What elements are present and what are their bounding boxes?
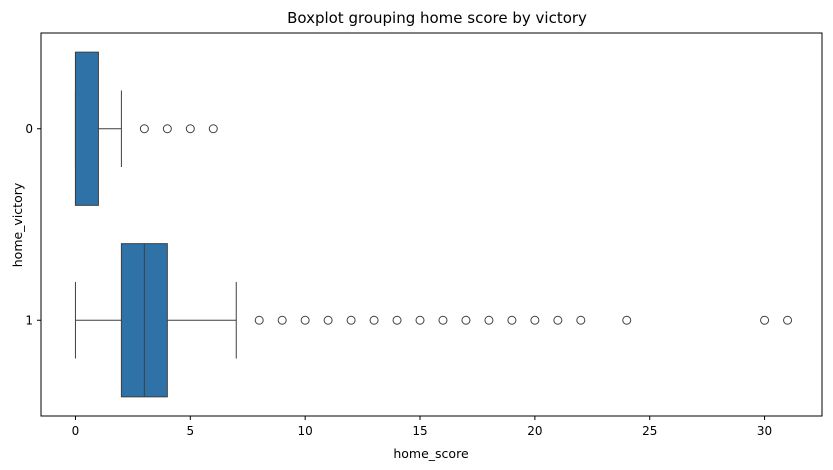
y-axis-ticks: 01: [25, 122, 41, 327]
outlier-point: [369, 315, 379, 325]
box-group-0: [74, 51, 218, 206]
outlier-point: [300, 315, 310, 325]
box-group-1: [74, 243, 793, 398]
x-tick-label: 25: [642, 424, 657, 438]
outlier-point: [323, 315, 333, 325]
outlier-point: [507, 315, 517, 325]
outlier-point: [622, 315, 632, 325]
outlier-point: [553, 315, 563, 325]
y-tick-label: 0: [25, 122, 33, 136]
outlier-point: [254, 315, 264, 325]
outlier-point: [392, 315, 402, 325]
y-tick-label: 1: [25, 313, 33, 327]
chart-title: Boxplot grouping home score by victory: [287, 9, 587, 27]
x-tick-label: 20: [527, 424, 542, 438]
x-tick-label: 15: [412, 424, 427, 438]
y-axis-label: home_victory: [10, 182, 25, 267]
x-tick-label: 30: [757, 424, 772, 438]
plot-marks: [74, 51, 793, 398]
outlier-point: [484, 315, 494, 325]
outlier-point: [461, 315, 471, 325]
iqr-box: [74, 51, 99, 206]
plot-frame: [40, 32, 823, 417]
outlier-point: [438, 315, 448, 325]
outlier-point: [576, 315, 586, 325]
outlier-point: [760, 315, 770, 325]
outlier-point: [530, 315, 540, 325]
outlier-point: [162, 124, 172, 134]
x-axis-label: home_score: [393, 446, 469, 461]
outlier-point: [346, 315, 356, 325]
x-axis-ticks: 0 5 10 15 20 25 30: [72, 416, 772, 438]
outlier-point: [185, 124, 195, 134]
outlier-point: [208, 124, 218, 134]
outlier-point: [139, 124, 149, 134]
outlier-point: [415, 315, 425, 325]
x-tick-label: 10: [298, 424, 313, 438]
x-tick-label: 0: [72, 424, 80, 438]
outlier-point: [277, 315, 287, 325]
outlier-point: [783, 315, 793, 325]
x-tick-label: 5: [186, 424, 194, 438]
